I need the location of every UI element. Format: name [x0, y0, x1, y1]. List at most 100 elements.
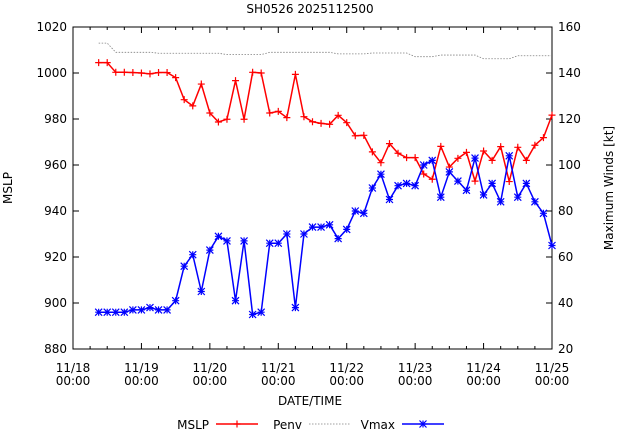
plus-marker [317, 119, 325, 127]
plus-marker [103, 59, 111, 67]
legend-label-vmax: Vmax [361, 418, 395, 432]
x-tick-label-date: 11/24 [466, 361, 501, 375]
y-tick-label: 920 [44, 250, 67, 264]
x-marker [214, 232, 223, 241]
y2-tick-label: 140 [558, 66, 581, 80]
plus-marker [411, 154, 419, 162]
x-tick-label-time: 00:00 [466, 374, 501, 388]
x-marker [548, 241, 556, 250]
axes: 880 900 920 940 960 980 1000 1020 20 40 60 80 100 120… [36, 20, 580, 388]
x-marker [488, 179, 497, 188]
y-tick-label: 940 [44, 204, 67, 218]
x-marker [522, 179, 531, 188]
chart-title: SH0526 2025112500 [246, 2, 373, 16]
x-marker [462, 186, 471, 195]
x-marker [205, 246, 214, 255]
x-tick-label-time: 00:00 [56, 374, 91, 388]
plus-marker [120, 68, 128, 76]
x-marker [445, 167, 454, 176]
x-marker [137, 305, 146, 314]
series-layer [94, 42, 556, 319]
plus-marker [437, 142, 445, 150]
plus-marker [326, 120, 334, 128]
plus-marker [146, 70, 154, 78]
x-marker [180, 262, 189, 271]
y-axis-label: MSLP [1, 172, 15, 204]
plus-marker [480, 147, 488, 155]
x-marker [274, 239, 283, 248]
legend-label-mslp: MSLP [177, 418, 209, 432]
x-marker [171, 296, 180, 305]
y2-tick-label: 40 [558, 296, 573, 310]
x-marker [282, 230, 291, 238]
x-marker [128, 305, 137, 314]
plus-marker [189, 102, 197, 110]
x-marker [402, 179, 411, 188]
x-tick-label-date: 11/20 [193, 361, 228, 375]
plus-marker [454, 154, 462, 162]
plus-marker [309, 118, 316, 126]
plus-marker [112, 68, 120, 76]
plus-marker [334, 111, 342, 119]
plus-marker [343, 119, 351, 127]
x-marker [325, 220, 334, 229]
plus-marker [172, 74, 180, 82]
x-marker [351, 207, 360, 215]
x-tick-label-time: 00:00 [535, 374, 570, 388]
x-marker [479, 190, 488, 199]
plus-marker [488, 156, 496, 164]
plus-marker [522, 156, 530, 164]
x-tick-label-time: 00:00 [261, 374, 296, 388]
x-marker [428, 156, 437, 165]
x-marker [120, 308, 129, 317]
plus-marker [137, 69, 145, 77]
plus-marker [206, 109, 214, 117]
x-marker [265, 239, 274, 248]
x-marker [436, 193, 445, 202]
x-marker [146, 303, 154, 312]
plus-marker [163, 69, 171, 77]
series-line-vmax [98, 155, 553, 316]
x-marker [496, 197, 505, 206]
plus-marker [539, 134, 547, 142]
y-tick-label: 880 [44, 342, 67, 356]
x-tick-label-date: 11/22 [329, 361, 364, 375]
plus-marker [214, 118, 222, 126]
plus-marker [233, 420, 241, 428]
plus-marker [232, 77, 240, 85]
plus-marker [403, 154, 411, 162]
plus-marker [95, 59, 103, 67]
plus-marker [531, 141, 539, 149]
x-marker [359, 209, 368, 218]
plus-marker [197, 80, 205, 88]
series-line-penv [98, 42, 552, 60]
x-marker [530, 197, 539, 206]
x-marker [419, 420, 427, 428]
plus-marker [462, 148, 470, 156]
y2-tick-label: 120 [558, 112, 581, 126]
plus-marker [351, 132, 359, 140]
x-tick-label-date: 11/23 [398, 361, 433, 375]
series-line-mslp [98, 61, 553, 184]
y2-axis-label: Maximum Winds [kt] [602, 126, 616, 250]
x-marker [308, 223, 317, 232]
plot-border [72, 26, 553, 350]
y-tick-label: 1020 [36, 20, 67, 34]
x-tick-label-time: 00:00 [329, 374, 364, 388]
y2-tick-label: 100 [558, 158, 581, 172]
x-marker [539, 209, 548, 218]
plus-marker [249, 68, 257, 76]
plus-marker [291, 70, 299, 78]
series-penv [98, 42, 552, 60]
x-marker [163, 305, 172, 314]
series-vmax [94, 151, 556, 319]
x-marker [334, 234, 343, 243]
y-tick-label: 960 [44, 158, 67, 172]
plus-marker [223, 115, 231, 123]
y-tick-label: 1000 [36, 66, 67, 80]
x-marker [377, 170, 385, 179]
plus-marker [283, 114, 291, 122]
x-tick-label-time: 00:00 [124, 374, 159, 388]
plus-marker [368, 148, 376, 156]
